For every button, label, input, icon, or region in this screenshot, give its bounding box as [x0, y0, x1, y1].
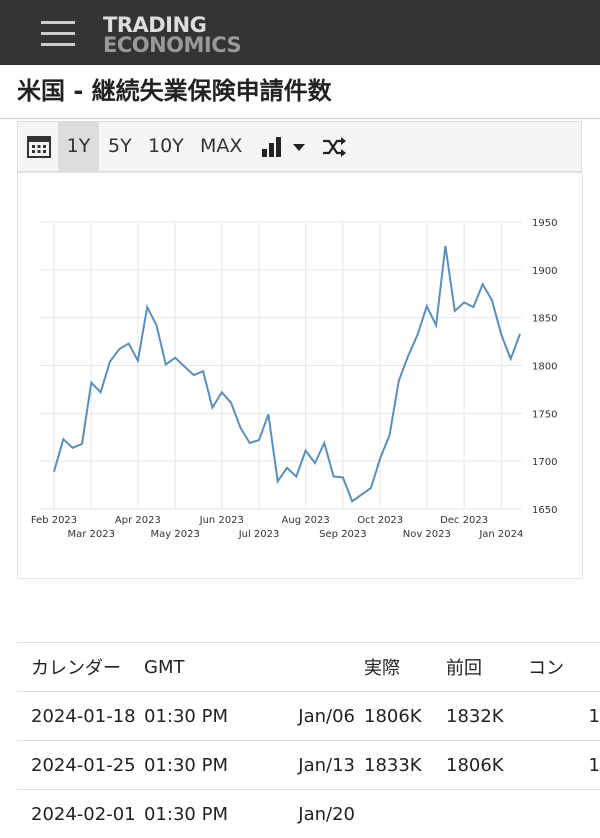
- chart: 1650 1700 1750 1800 1850 1900 1950 Feb 2023 Mar …: [0, 0, 600, 640]
- table-cell: 2024-02-01: [17, 790, 144, 838]
- table-cell: 2024-01-18: [17, 692, 144, 741]
- x-tick-label: May 2023: [151, 529, 200, 540]
- table-cell: 1: [528, 692, 600, 741]
- blank-cell: [446, 790, 528, 838]
- table-cell: 01:30 PM: [144, 692, 276, 741]
- column-header: カレンダー: [17, 643, 144, 692]
- table-cell: 1806K: [364, 692, 446, 741]
- column-header: 前回: [446, 643, 528, 692]
- x-tick-label: Aug 2023: [282, 515, 330, 526]
- table-cell: 01:30 PM: [144, 741, 276, 790]
- table-cell: 1832K: [446, 692, 528, 741]
- y-tick-label: 1750: [532, 409, 557, 420]
- blank-cell: [364, 790, 446, 838]
- y-tick-label: 1700: [532, 457, 557, 468]
- x-tick-label: Jun 2023: [199, 515, 244, 526]
- x-tick-label: Mar 2023: [68, 529, 116, 540]
- page: TRADING ECONOMICS 米国 - 継続失業保険申請件数 1Y 5Y …: [0, 0, 600, 807]
- x-tick-label: Dec 2023: [440, 515, 488, 526]
- blank-cell: [528, 790, 600, 838]
- x-tick-label: Sep 2023: [319, 529, 366, 540]
- y-tick-label: 1900: [532, 266, 557, 277]
- column-header: コン: [528, 643, 600, 692]
- x-tick-label: Apr 2023: [115, 515, 161, 526]
- table-cell: 2024-01-25: [17, 741, 144, 790]
- column-header: GMT: [144, 643, 276, 692]
- table-cell: Jan/06: [276, 692, 364, 741]
- x-tick-label: Nov 2023: [403, 529, 451, 540]
- table-cell: 1: [528, 741, 600, 790]
- y-tick-label: 1950: [532, 218, 557, 229]
- x-tick-label: Jan 2024: [478, 529, 523, 540]
- blank-cell: [276, 643, 364, 692]
- x-tick-label: Oct 2023: [357, 515, 403, 526]
- x-tick-label: Feb 2023: [31, 515, 77, 526]
- column-header: 実際: [364, 643, 446, 692]
- y-tick-label: 1650: [532, 505, 557, 516]
- table-cell: 1833K: [364, 741, 446, 790]
- table-cell: 01:30 PM: [144, 790, 276, 838]
- table-cell: 1806K: [446, 741, 528, 790]
- table-cell: Jan/20: [276, 790, 364, 838]
- table-cell: Jan/13: [276, 741, 364, 790]
- y-tick-label: 1800: [532, 362, 557, 373]
- y-tick-label: 1850: [532, 314, 557, 325]
- x-tick-label: Jul 2023: [238, 529, 280, 540]
